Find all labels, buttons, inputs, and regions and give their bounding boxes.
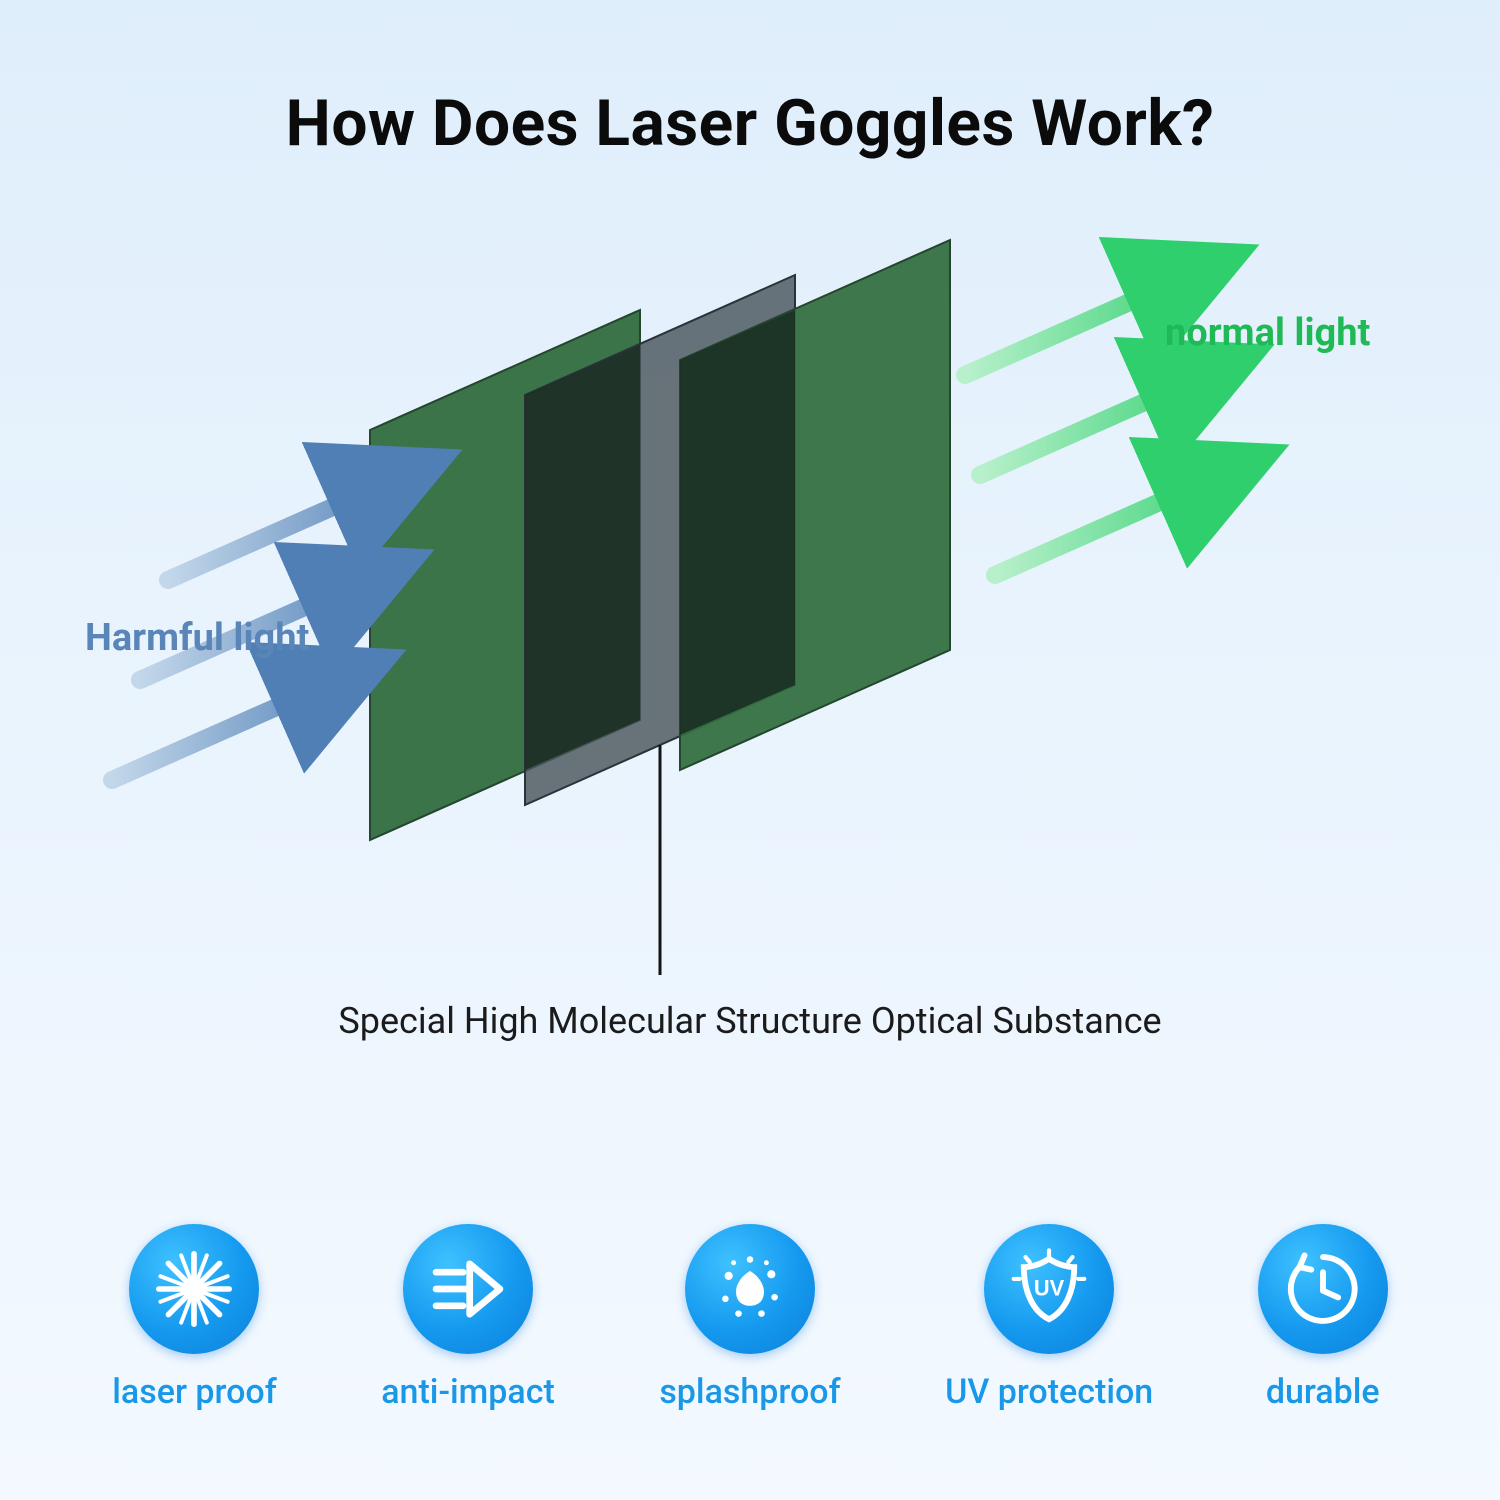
uv-shield-icon: UV (984, 1224, 1114, 1354)
feature-label: laser proof (112, 1372, 276, 1412)
feature-label: splashproof (659, 1372, 840, 1412)
feature-splashproof: splashproof (659, 1224, 840, 1412)
feature-label: anti-impact (381, 1372, 555, 1412)
normal-label: normal light (1165, 311, 1371, 355)
feature-row: laser proof anti-impact (0, 1224, 1500, 1412)
splash-icon (685, 1224, 815, 1354)
callout-text: Special High Molecular Structure Optical… (0, 1000, 1500, 1042)
feature-durable: durable (1258, 1224, 1388, 1412)
harmful-label: Harmful light (85, 616, 309, 660)
normal-arrows (965, 262, 1250, 575)
feature-laser-proof: laser proof (112, 1224, 276, 1412)
feature-label: UV protection (945, 1372, 1153, 1412)
laser-burst-icon (129, 1224, 259, 1354)
clock-icon (1258, 1224, 1388, 1354)
impact-arrow-icon (403, 1224, 533, 1354)
svg-text:UV: UV (1034, 1276, 1065, 1301)
feature-label: durable (1266, 1372, 1380, 1412)
feature-anti-impact: anti-impact (381, 1224, 555, 1412)
feature-uv-protection: UV UV protection (945, 1224, 1153, 1412)
